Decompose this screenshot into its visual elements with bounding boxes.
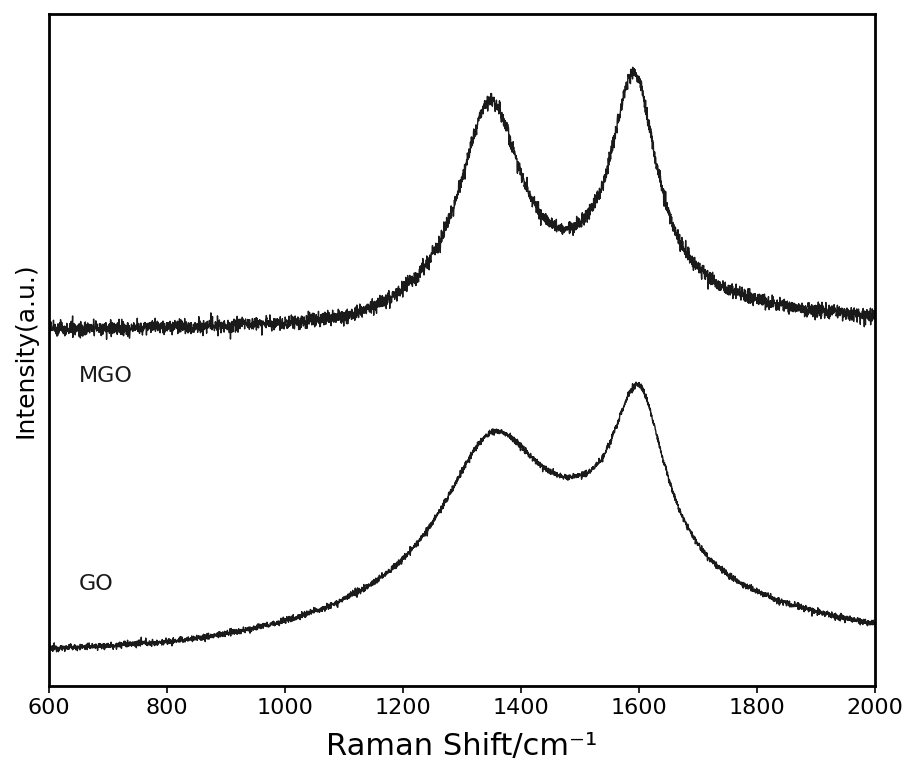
Y-axis label: Intensity(a.u.): Intensity(a.u.) [14,263,38,438]
Text: GO: GO [79,574,113,594]
Text: MGO: MGO [79,366,132,386]
X-axis label: Raman Shift/cm⁻¹: Raman Shift/cm⁻¹ [326,732,598,761]
